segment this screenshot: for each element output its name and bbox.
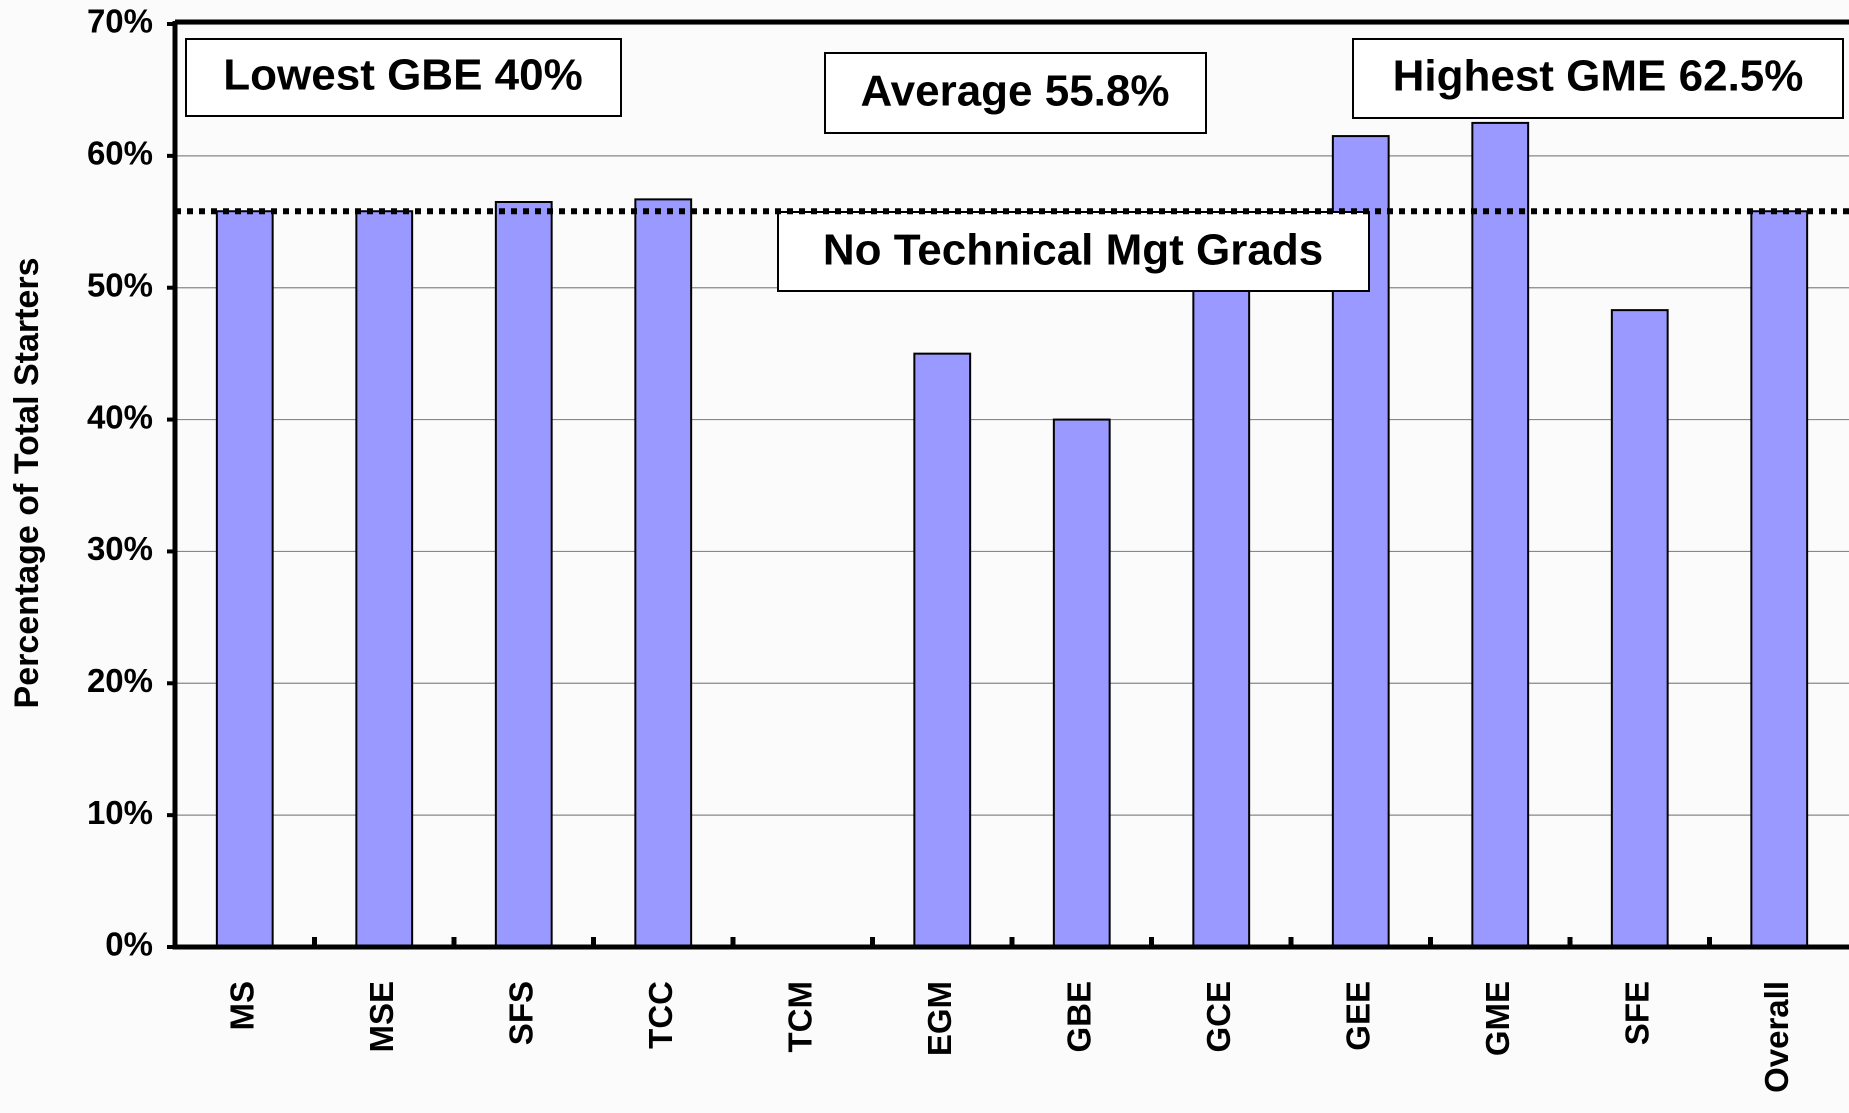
bar [494, 201, 553, 948]
bar [1192, 286, 1251, 948]
x-tick-label: SFE [1618, 981, 1655, 1045]
bar [1471, 121, 1530, 948]
x-tick-label: EGM [921, 981, 958, 1056]
bar [355, 210, 414, 949]
annotation: Highest GME 62.5% [1393, 52, 1804, 101]
x-tick-label: GEE [1339, 981, 1376, 1051]
x-tick-label: MS [223, 981, 260, 1031]
bar [1052, 418, 1111, 949]
y-tick-label: 10% [87, 794, 153, 831]
grid [175, 23, 1849, 948]
x-tick-label: GME [1479, 981, 1516, 1056]
y-tick-label: 70% [87, 3, 153, 40]
bar [1610, 309, 1669, 948]
x-tick-label: GBE [1060, 981, 1097, 1053]
annotation: No Technical Mgt Grads [823, 226, 1323, 275]
x-tick-label: GCE [1200, 981, 1237, 1053]
x-tick-label: TCM [781, 981, 818, 1052]
y-tick-label: 60% [87, 135, 153, 172]
y-tick-label: 50% [87, 266, 153, 303]
bar [1750, 210, 1809, 949]
annotation-box [1352, 38, 1844, 119]
y-tick-label: 40% [87, 398, 153, 435]
y-tick-label: 30% [87, 530, 153, 567]
annotation-box [824, 52, 1207, 134]
bar [215, 210, 274, 949]
annotation: Average 55.8% [860, 67, 1169, 116]
x-tick-label: Overall [1758, 981, 1795, 1093]
y-tick-label: 0% [105, 926, 153, 963]
annotation-box [777, 211, 1370, 292]
x-tick-label: MSE [363, 981, 400, 1053]
x-tick-label: SFS [502, 981, 539, 1045]
y-axis-label: Percentage of Total Starters [8, 258, 46, 709]
bar [634, 198, 693, 948]
x-tick-label: TCC [642, 981, 679, 1049]
bar [913, 352, 972, 948]
annotation: Lowest GBE 40% [223, 51, 582, 100]
bars [215, 121, 1809, 949]
axes [172, 21, 1849, 950]
annotation-box [185, 38, 622, 117]
y-tick-label: 20% [87, 662, 153, 699]
